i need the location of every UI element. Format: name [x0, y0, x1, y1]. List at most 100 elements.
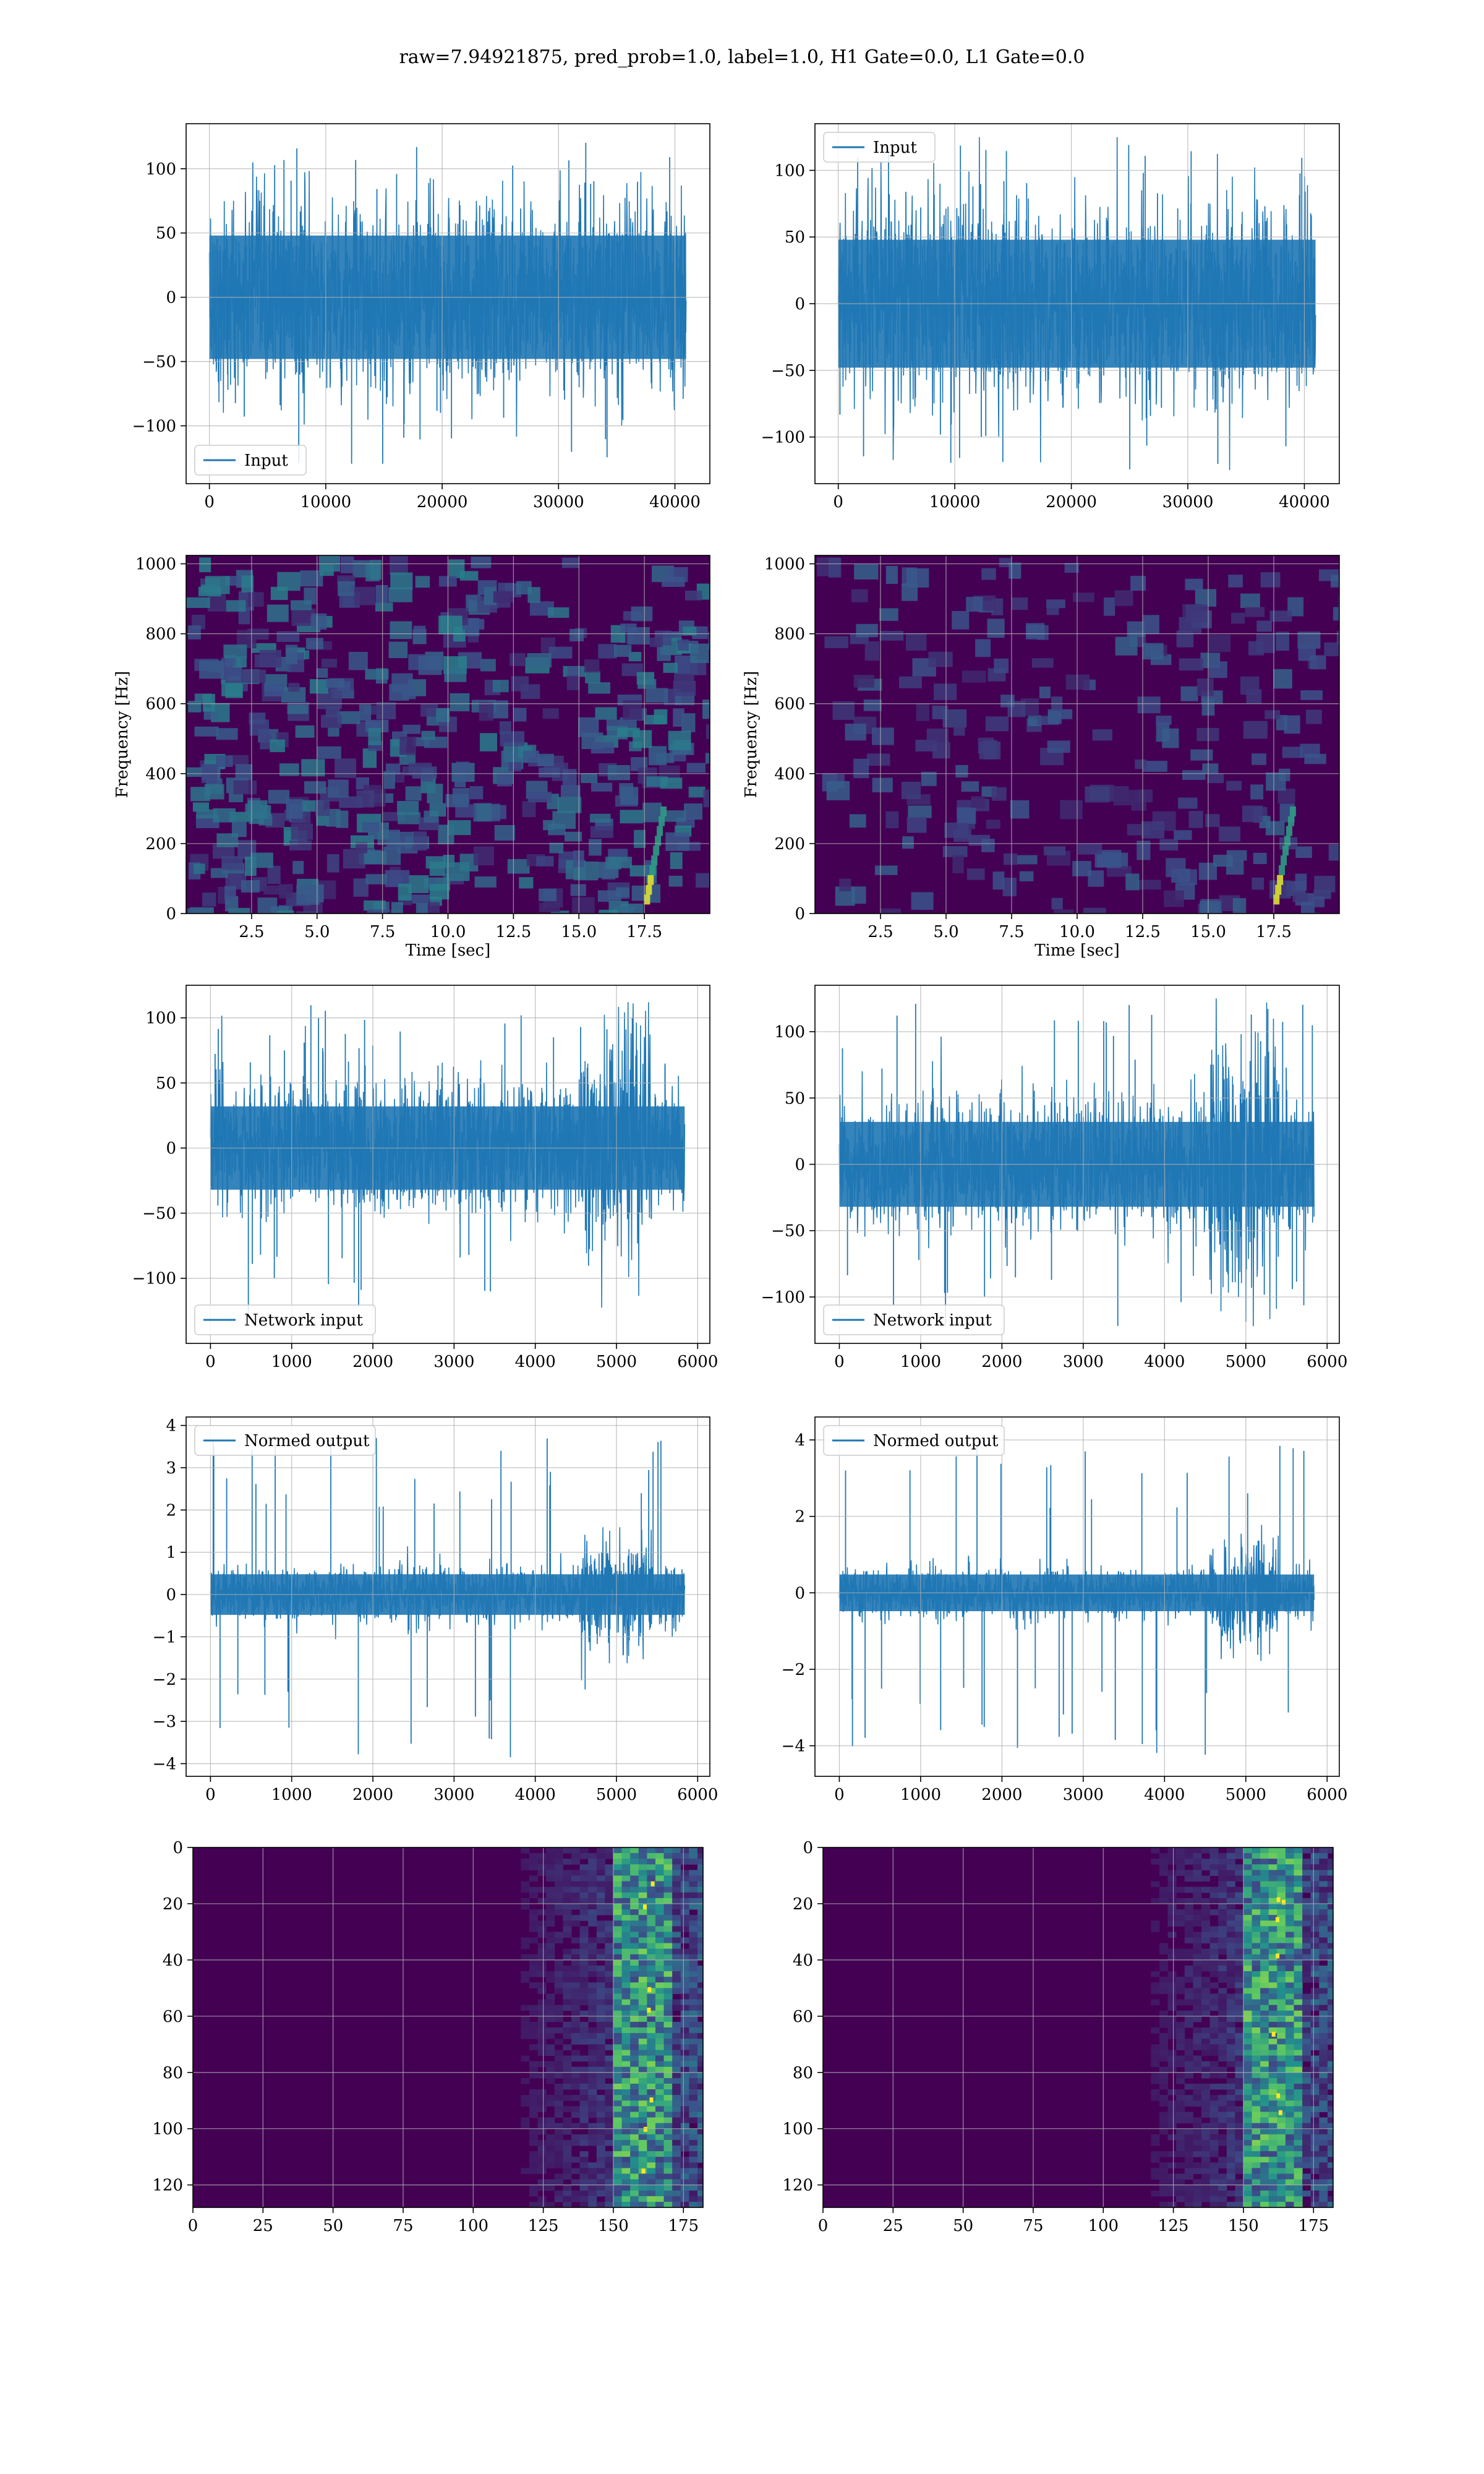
l1-feature-map-cell	[1201, 1954, 1211, 1961]
l1-feature-map-cell	[1176, 2010, 1185, 2017]
h1-spectrogram-pixel	[325, 678, 344, 688]
h1-feature-map-cell	[630, 1864, 639, 1870]
h1-spectrogram-pixel	[421, 730, 435, 740]
h1-feature-map-cell	[613, 1926, 623, 1932]
l1-feature-map-cell	[1159, 2033, 1169, 2039]
l1-feature-map-cell	[1310, 1943, 1320, 1950]
h1-spectrogram-pixel	[375, 584, 388, 604]
l1-feature-map-cell	[1226, 1898, 1235, 1904]
l1-spectrogram-pixel	[1026, 623, 1045, 640]
l1-feature-map-cell	[1277, 2005, 1286, 2011]
h1-feature-map-cell	[521, 2123, 530, 2129]
l1-feature-map-cell	[1193, 2151, 1202, 2157]
h1-feature-map-cell	[613, 1982, 623, 1988]
l1-feature-map-cell	[1193, 1937, 1202, 1944]
h1-feature-map-cell	[672, 2157, 681, 2163]
h1-feature-map-cell	[663, 2179, 673, 2186]
l1-feature-map-cell	[1310, 1898, 1320, 1904]
l1-feature-map-cell	[1252, 2089, 1261, 2095]
l1-feature-map-cell	[1302, 2162, 1311, 2168]
h1-feature-map-cell	[579, 2083, 589, 2090]
l1-spectrogram-pixel	[1174, 830, 1192, 841]
h1-feature-map-cell	[680, 1909, 689, 1915]
h1-feature-map-cell	[563, 1999, 572, 2006]
h1-feature-map-cell	[537, 1982, 547, 1988]
h1-feature-map-cell	[521, 1903, 530, 1910]
l1-feature-map-cell	[1260, 1959, 1269, 1966]
h1-feature-map-cell	[647, 1870, 656, 1876]
h1-feature-map-cell	[621, 1886, 631, 1893]
l1-feature-map-cell	[1159, 2050, 1169, 2056]
h1-feature-map-cell	[613, 1937, 623, 1944]
h1-feature-map-cell	[563, 1954, 572, 1961]
l1-feature-map-cell	[1268, 1971, 1277, 1977]
h1-feature-map-cell	[680, 2016, 689, 2022]
l1-feature-map-cell	[1327, 1988, 1333, 1994]
h1-feature-map-cell	[638, 1886, 647, 1893]
h1-feature-map-cell	[680, 2033, 689, 2039]
l1-feature-map-cell	[1327, 2072, 1333, 2079]
h1-feature-map-cell	[554, 2050, 563, 2056]
l1-feature-map-cell	[1201, 2139, 1211, 2146]
h1-feature-map-cell	[630, 2095, 639, 2101]
h1-feature-map-cell	[571, 2139, 581, 2146]
h1-feature-map-cell	[697, 1999, 703, 2006]
h1-feature-map-cell	[697, 2010, 703, 2017]
h1-feature-map-cell	[588, 2078, 597, 2084]
h1-feature-map-cell	[630, 1926, 639, 1932]
h1-feature-map-cell	[529, 1971, 539, 1977]
l1-feature-map-cell	[1260, 2055, 1269, 2062]
l1-feature-map-cell	[1193, 2179, 1202, 2186]
h1-feature-map-cell	[613, 2066, 623, 2073]
l1-feature-map-cell	[1277, 1920, 1286, 1927]
h1-feature-map-cell	[529, 1909, 539, 1915]
h1-feature-map-cell	[655, 2010, 665, 2017]
l1-spectrogram-pixel	[981, 839, 995, 852]
l1-feature-map-cell	[1184, 2168, 1193, 2174]
h1-feature-map-cell	[638, 1943, 647, 1950]
h1-feature-map-cell	[663, 2089, 673, 2095]
l1-feature-map-cell	[1226, 2201, 1235, 2207]
l1-feature-map-cell	[1285, 2061, 1295, 2068]
h1-feature-map-cell	[546, 2010, 555, 2017]
h1-spectrogram-pixel	[241, 669, 267, 683]
h1-feature-map-cell	[596, 2139, 605, 2146]
l1-feature-map-cell	[1235, 2066, 1244, 2073]
h1-feature-map-cell	[546, 2044, 555, 2050]
h1-feature-map-cell	[663, 2055, 673, 2062]
l1-feature-map-cell	[1260, 1892, 1269, 1899]
l1-feature-map-cell	[1268, 1859, 1277, 1865]
l1-spectrogram-pixel	[1162, 728, 1179, 748]
l1-feature-map-cell	[1277, 1948, 1286, 1955]
l1-spectrogram-pixel	[1256, 633, 1276, 653]
h1-feature-map-cell	[630, 1971, 639, 1977]
h1-feature-map-cell	[680, 2039, 689, 2045]
l1-feature-map-cell	[1226, 1937, 1235, 1944]
h1-spectrogram-pixel	[500, 731, 524, 747]
h1-feature-map-cell	[579, 2134, 589, 2141]
l1-feature-map-cell	[1260, 2123, 1269, 2129]
h1-spectrogram-pixel	[673, 708, 684, 727]
h1-feature-map-cell	[571, 1847, 581, 1854]
h1-feature-map-cell	[571, 2168, 581, 2174]
h1-feature-map-cell	[663, 1926, 673, 1932]
h1-feature-map-cell	[647, 2106, 656, 2112]
l1-feature-map-ytick-label: 100	[782, 2120, 813, 2139]
l1-feature-map-cell	[1184, 2095, 1193, 2101]
h1-spectrogram-pixel	[690, 643, 709, 664]
l1-feature-map-cell	[1294, 1853, 1303, 1859]
h1-feature-map-cell	[537, 2089, 547, 2095]
h1-feature-map-cell	[621, 2179, 631, 2186]
h1-feature-map-cell	[655, 1993, 665, 2000]
h1-feature-map-cell	[638, 2066, 647, 2073]
h1-feature-map-cell	[529, 1915, 539, 1921]
h1-feature-map-cell	[596, 2201, 605, 2207]
h1-feature-map-cell	[605, 2055, 614, 2062]
h1-feature-map-cell	[672, 1847, 681, 1854]
l1-feature-map-cell	[1285, 2033, 1295, 2039]
h1-feature-map-cell	[596, 2044, 605, 2050]
h1-feature-map-cell	[563, 2190, 572, 2197]
l1-feature-map-cell	[1159, 2021, 1169, 2028]
l1-feature-map-cell	[1319, 1948, 1328, 1955]
h1-feature-map-peak-cell	[650, 1881, 655, 1886]
